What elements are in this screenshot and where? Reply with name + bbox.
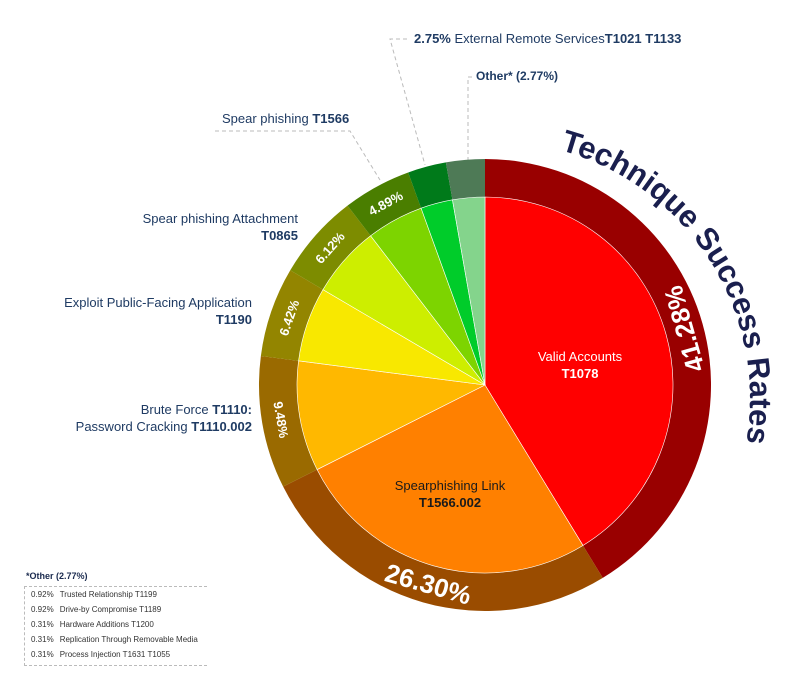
- label-brute-force: Brute Force T1110: Password Cracking T111…: [75, 402, 252, 434]
- pie-slice-other: [452, 196, 486, 386]
- label-valid-accounts: Valid Accounts T1078: [537, 349, 623, 381]
- other-breakdown-box: 0.92% Trusted Relationship T1199 0.92% Dri…: [24, 586, 207, 666]
- ring-segment-spearphishing-link: [283, 469, 603, 611]
- other-row: 0.31% Replication Through Removable Media: [31, 635, 198, 644]
- ring-segment-other: [445, 159, 485, 200]
- label-other: Other* (2.77%): [476, 69, 559, 83]
- ring-segment-spear-phishing: [347, 172, 422, 236]
- other-breakdown-title: *Other (2.77%): [26, 571, 88, 581]
- other-row: 0.31% Hardware Additions T1200: [31, 620, 154, 629]
- other-row: 0.92% Trusted Relationship T1199: [31, 590, 157, 599]
- other-row: 0.92% Drive-by Compromise T1189: [31, 605, 162, 614]
- label-attachment: Spear phishing Attachment T0865: [142, 211, 298, 243]
- ring-segment-exploit-public-facing-application: [260, 270, 324, 361]
- label-spear-phishing: Spear phishing T1566: [222, 111, 350, 126]
- pie-slice-spearphishing-link: [316, 384, 584, 574]
- label-exploit: Exploit Public-Facing Application T1190: [64, 295, 252, 327]
- ring-segment-valid-accounts: [485, 159, 711, 578]
- label-external-remote: 2.75% External Remote ServicesT1021 T113…: [414, 31, 682, 46]
- other-row: 0.31% Process Injection T1631 T1055: [31, 650, 171, 659]
- leader-spear: [215, 130, 381, 181]
- pie-slice-valid-accounts: [484, 196, 674, 546]
- leader-other: [467, 76, 472, 160]
- pie-slice-brute-force: [296, 360, 487, 470]
- ring-segment-external-remote-services: [408, 162, 453, 209]
- ring-label-brute-force: 9.48%: [270, 400, 291, 439]
- ring-segment-spear-phishing-attachment: [290, 205, 371, 290]
- leader-external: [389, 38, 426, 166]
- label-spearphishing-link: Spearphishing Link T1566.002: [394, 478, 506, 510]
- ring-segment-brute-force: [259, 355, 318, 487]
